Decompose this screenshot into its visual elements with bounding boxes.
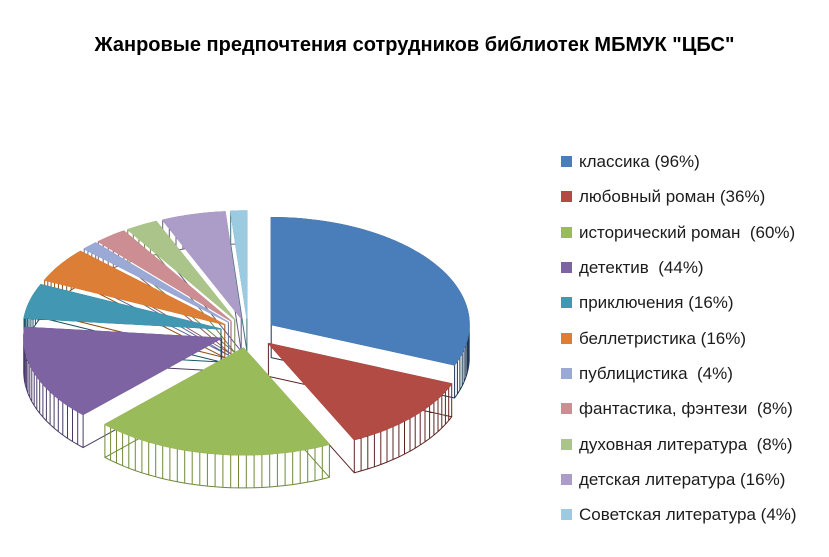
legend-swatch-icon (561, 262, 572, 274)
pie-slice (97, 230, 232, 322)
legend-swatch-icon (561, 226, 572, 238)
legend-item: любовный роман (36%) (561, 179, 797, 214)
legend-item: фантастика, фэнтези (8%) (561, 391, 797, 426)
legend-swatch-icon (561, 473, 572, 485)
pie-slice (230, 210, 248, 319)
legend-label: исторический роман (60%) (579, 222, 796, 242)
pie-slice (23, 326, 223, 416)
legend-swatch-icon (561, 191, 572, 203)
pie-slice (162, 211, 242, 319)
chart-legend: классика (96%) любовный роман (36%) истори… (561, 144, 797, 532)
legend-label: фантастика, фэнтези (8%) (579, 399, 793, 419)
pie-slice (104, 347, 330, 456)
legend-label: любовный роман (36%) (579, 187, 766, 207)
legend-swatch-icon (561, 332, 572, 344)
legend-label: детектив (44%) (579, 258, 704, 278)
legend-item: классика (96%) (561, 144, 797, 179)
legend-item: детектив (44%) (561, 250, 797, 285)
pie-slice (127, 220, 236, 321)
pie-slice-group (270, 217, 470, 399)
pie-slice (267, 342, 453, 441)
chart-title: Жанровые предпочтения сотрудников библио… (94, 34, 735, 56)
legend-label: Советская литература (4%) (579, 505, 797, 525)
pie-slice-group (23, 326, 223, 449)
pie-slice (23, 284, 222, 330)
legend-swatch-icon (561, 403, 572, 415)
pie-slice-group (104, 347, 330, 489)
legend-label: приключения (16%) (579, 293, 734, 313)
legend-item: исторический роман (60%) (561, 215, 797, 250)
pie-slice-group (230, 210, 248, 352)
legend-swatch-icon (561, 509, 572, 521)
legend-item: приключения (16%) (561, 285, 797, 320)
legend-item: духовная литература (8%) (561, 426, 797, 461)
pie-slice-group (44, 250, 226, 359)
legend-swatch-icon (561, 438, 572, 450)
legend-item: детская литература (16%) (561, 462, 797, 497)
legend-item: Советская литература (4%) (561, 497, 797, 532)
legend-label: классика (96%) (579, 152, 700, 172)
legend-item: беллетристика (16%) (561, 320, 797, 355)
legend-swatch-icon (561, 156, 572, 168)
pie-slice-group (162, 211, 242, 352)
pie-slice (83, 242, 229, 323)
legend-swatch-icon (561, 297, 572, 309)
legend-label: публицистика (4%) (579, 363, 733, 383)
legend-label: духовная литература (8%) (579, 434, 793, 454)
legend-swatch-icon (561, 367, 572, 379)
legend-label: детская литература (16%) (579, 469, 786, 489)
pie-slice (44, 250, 226, 326)
pie-slice-group (267, 342, 453, 474)
pie-slice (270, 217, 470, 366)
legend-item: публицистика (4%) (561, 356, 797, 391)
legend-label: беллетристика (16%) (579, 328, 747, 348)
